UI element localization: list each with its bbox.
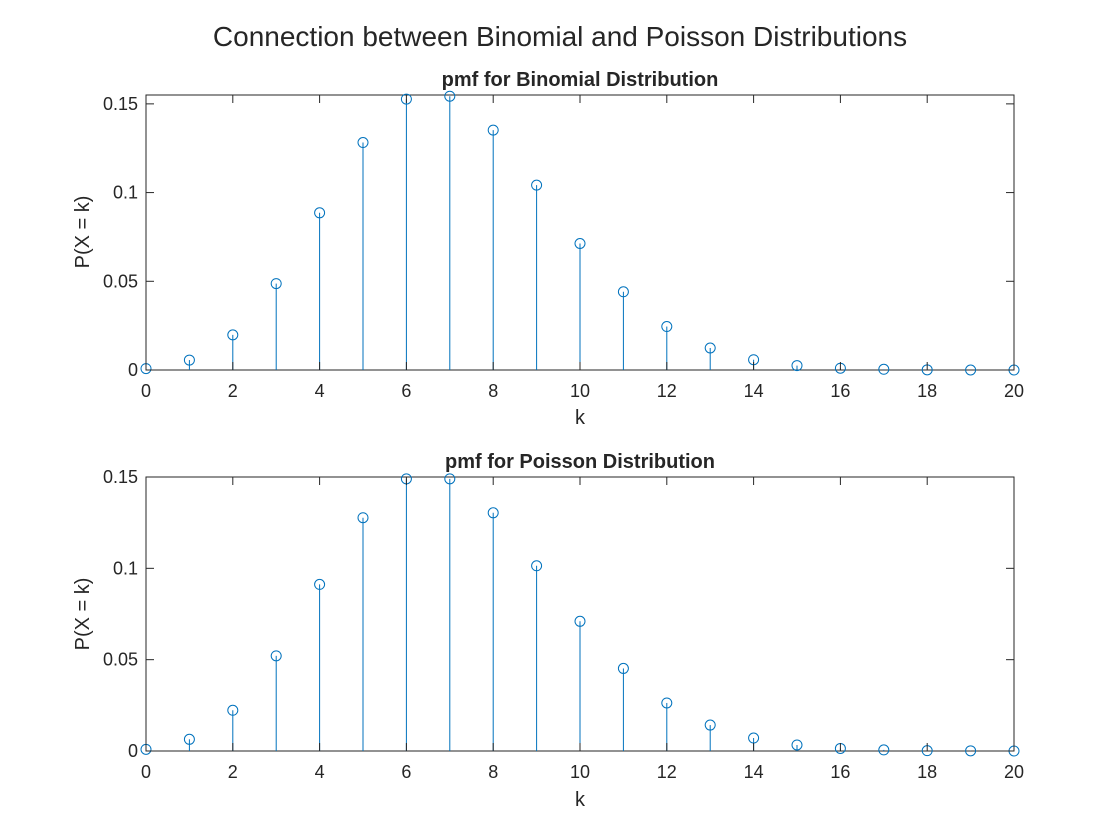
binomial-x-tick-label: 20 [1004,381,1024,401]
binomial-x-tick-label: 2 [228,381,238,401]
binomial-stem-marker [357,137,369,149]
binomial-stem-marker [270,278,282,290]
binomial-x-tick-label: 8 [488,381,498,401]
binomial-stem-marker [965,364,977,376]
binomial-stem-marker [487,124,499,136]
poisson-y-tick-label: 0.15 [103,467,138,487]
binomial-stem-marker [574,238,586,249]
poisson-stem-marker [444,473,456,485]
poisson-y-tick-label: 0.1 [113,558,138,578]
poisson-y-axis-label: P(X = k) [72,578,94,651]
poisson-x-tick-label: 10 [570,762,590,782]
binomial-x-tick-label: 0 [141,381,151,401]
poisson-x-tick-label: 2 [228,762,238,782]
binomial-y-tick-label: 0.15 [103,94,138,114]
binomial-y-tick-label: 0.1 [113,183,138,203]
binomial-x-tick-label: 6 [401,381,411,401]
binomial-x-tick-label: 10 [570,381,590,401]
binomial-stem-marker [791,360,803,372]
poisson-axes: pmf for Poisson Distribution 0 2 4 6 8 10 12 14… [72,451,1024,811]
poisson-x-tick-label: 16 [830,762,850,782]
poisson-x-tick-label: 12 [657,762,677,782]
binomial-y-tick-label: 0 [128,360,138,380]
binomial-axes-title: pmf for Binomial Distribution [442,69,719,91]
binomial-stems [140,90,1020,376]
binomial-stem-marker [704,342,716,354]
poisson-x-tick-label: 6 [401,762,411,782]
binomial-ticks: 0 2 4 6 8 10 12 14 16 18 20 0 0.05 0.1 0.15 [103,94,1024,401]
binomial-x-tick-label: 14 [744,381,764,401]
binomial-stem-marker [617,286,629,298]
poisson-stem-marker [357,512,369,524]
binomial-stem-marker [531,179,543,191]
poisson-stem-marker [531,560,543,572]
poisson-ticks: 0 2 4 6 8 10 12 14 16 18 20 0 0.05 0.1 0.15 [103,467,1024,782]
poisson-stem-marker [965,745,977,757]
poisson-stem-marker [183,733,195,745]
poisson-x-tick-label: 4 [315,762,325,782]
binomial-stem-marker [400,93,412,105]
poisson-axes-title: pmf for Poisson Distribution [445,451,715,473]
poisson-stem-marker [314,578,326,590]
binomial-stem-marker [227,329,239,341]
binomial-stem-marker [314,207,326,219]
poisson-x-axis-label: k [575,789,586,811]
binomial-y-axis-label: P(X = k) [72,196,94,269]
poisson-x-tick-label: 8 [488,762,498,782]
binomial-stem-marker [444,90,456,102]
binomial-x-tick-label: 4 [315,381,325,401]
binomial-x-tick-label: 16 [830,381,850,401]
poisson-stem-marker [574,615,586,627]
binomial-axes: pmf for Binomial Distribution 0 2 4 6 8 10 12 1… [72,69,1024,429]
binomial-stem-marker [661,321,673,333]
poisson-x-tick-label: 14 [744,762,764,782]
poisson-stem-marker [704,719,716,731]
poisson-stem-marker [791,739,803,751]
poisson-stem-marker [227,704,239,716]
binomial-y-tick-label: 0.05 [103,271,138,291]
poisson-y-tick-label: 0 [128,741,138,761]
poisson-stem-marker [487,507,499,519]
poisson-y-tick-label: 0.05 [103,650,138,670]
binomial-stem-marker [183,354,195,366]
poisson-x-tick-label: 18 [917,762,937,782]
binomial-x-tick-label: 18 [917,381,937,401]
poisson-stem-marker [878,744,890,756]
poisson-x-tick-label: 20 [1004,762,1024,782]
poisson-stems [140,473,1020,757]
poisson-stem-marker [661,697,673,709]
poisson-stem-marker [617,662,629,674]
poisson-x-tick-label: 0 [141,762,151,782]
figure-title: Connection between Binomial and Poisson … [213,21,907,52]
poisson-stem-marker [270,650,282,662]
binomial-x-tick-label: 12 [657,381,677,401]
binomial-x-axis-label: k [575,407,586,429]
binomial-stem-marker [878,363,890,375]
